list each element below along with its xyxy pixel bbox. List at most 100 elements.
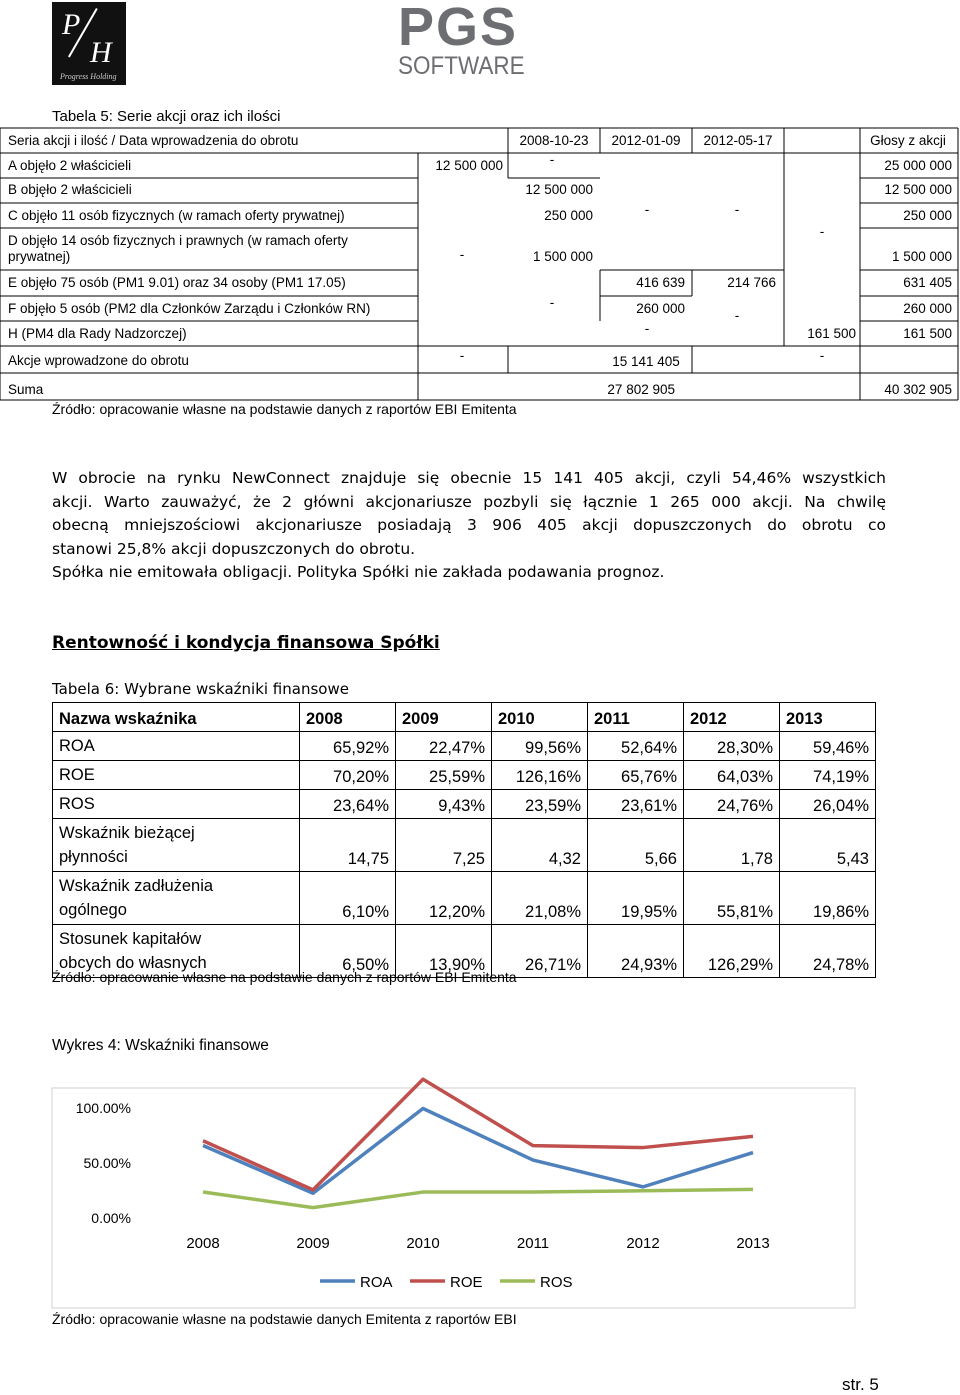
table-cell: 2012-01-09: [611, 133, 681, 148]
x-tick-label: 2012: [626, 1235, 659, 1252]
table-caption: Tabela 6: Wybrane wskaźniki finansowe: [52, 680, 349, 698]
table-caption: Tabela 5: Serie akcji oraz ich ilości: [52, 108, 281, 125]
table-row: ROS 23,64% 9,43% 23,59% 23,61% 24,76% 26,04%: [52, 789, 876, 819]
table-cell: 12 500 000: [525, 182, 593, 197]
logo-letter: P: [62, 8, 81, 41]
table-row: ROE 70,20% 25,59% 126,16% 65,76% 64,03% 74,19%: [52, 760, 876, 790]
paragraph-line: akcji. Warto zauważyć, że 2 główni akcjo…: [52, 492, 886, 511]
table-cell: 23,59%: [491, 789, 588, 819]
table-cell: 161 500: [807, 326, 856, 341]
table-row: Wskaźnik zadłużenia ogólnego 6,10% 12,20% 2…: [52, 871, 876, 925]
table-cell: 5,43: [779, 818, 876, 872]
paragraph-line: obecną mniejszościowi akcjonariusze posi…: [52, 516, 886, 534]
row-name: ROS: [59, 795, 95, 813]
table-cell: -: [819, 224, 825, 239]
table-cell: 214 766: [727, 275, 776, 290]
row-name: ROA: [59, 737, 95, 755]
table-cell: 161 500: [903, 326, 952, 341]
table-cell: -: [459, 247, 465, 262]
table-cell: 25 000 000: [884, 158, 952, 173]
paragraph: W obrocie na rynku NewConnect znajduje s…: [52, 467, 886, 585]
table-cell: 12 500 000: [884, 182, 952, 197]
table-cell: -: [644, 202, 650, 217]
table-row: Stosunek kapitałów obcych do własnych 6,5…: [52, 924, 876, 978]
table-cell: 9,43%: [395, 789, 492, 819]
table-cell: ROA: [52, 731, 300, 761]
table-cell: 13,90%: [395, 924, 492, 978]
logo-name: PGS: [398, 0, 519, 57]
table-cell: D objęło 14 osób fizycznych i prawnych (…: [8, 233, 348, 264]
logo-left: P H Progress Holding: [52, 2, 126, 85]
table-cell: -: [459, 348, 465, 363]
table-row: Wskaźnik bieżącej płynności 14,75 7,25 4,32…: [52, 818, 876, 872]
table-cell: Wskaźnik zadłużenia ogólnego: [52, 871, 300, 925]
table-cell: Akcje wprowadzone do obrotu: [8, 353, 189, 368]
table-row: ROA 65,92% 22,47% 99,56% 52,64% 28,30% 59,46%: [52, 731, 876, 761]
y-tick-label: 50.00%: [84, 1155, 131, 1171]
header-cell: 2011: [587, 702, 684, 732]
table-cell: 99,56%: [491, 731, 588, 761]
table-cell: 250 000: [544, 208, 593, 223]
table-cell: 19,86%: [779, 871, 876, 925]
x-tick-label: 2011: [517, 1235, 549, 1252]
table-cell: -: [734, 202, 740, 217]
table-cell: 14,75: [299, 818, 396, 872]
data-line: [202, 1187, 754, 1210]
legend-label: ROE: [450, 1274, 483, 1291]
chart-title: Wykres 4: Wskaźniki finansowe: [52, 1037, 269, 1054]
table-cell: H (PM4 dla Rady Nadzorczej): [8, 326, 187, 341]
header-cell: 2009: [395, 702, 492, 732]
header-cell: Nazwa wskaźnika: [52, 702, 300, 732]
legend-label: ROA: [360, 1274, 393, 1291]
table-cell: 19,95%: [587, 871, 684, 925]
legend-label: ROS: [540, 1274, 573, 1291]
table-cell: Stosunek kapitałów obcych do własnych: [52, 924, 300, 978]
table-cell: 25,59%: [395, 760, 492, 790]
table-cell: 21,08%: [491, 871, 588, 925]
row-name: ROE: [59, 766, 95, 784]
table-cell: 260 000: [903, 301, 952, 316]
table-cell: 5,66: [587, 818, 684, 872]
table-cell: Seria akcji i ilość / Data wprowadzenia …: [8, 133, 299, 148]
table-cell: 26,04%: [779, 789, 876, 819]
row-name: Wskaźnik bieżącej płynności: [59, 824, 195, 866]
table-cell: 23,64%: [299, 789, 396, 819]
table-cell: 260 000: [636, 301, 685, 316]
table-cell: 6,50%: [299, 924, 396, 978]
data-line: [202, 1077, 754, 1192]
table-cell: 126,16%: [491, 760, 588, 790]
table-cell: 22,47%: [395, 731, 492, 761]
table-cell: 24,76%: [683, 789, 780, 819]
table-cell: 2008-10-23: [519, 133, 589, 148]
source-note: Źródło: opracowanie własne na podstawie …: [52, 969, 517, 985]
table-cell: 70,20%: [299, 760, 396, 790]
table-header: Nazwa wskaźnika 2008 2009 2010 2011 2012 2013: [52, 702, 876, 732]
x-tick-label: 2010: [406, 1235, 439, 1252]
table-cell: Głosy z akcji: [870, 133, 946, 148]
source-note: Źródło: opracowanie własne na podstawie …: [52, 401, 517, 417]
table-cell: -: [819, 348, 825, 363]
table-cell: 1 500 000: [891, 249, 952, 264]
table-cell: 12 500 000: [435, 158, 503, 173]
table-cell: 65,92%: [299, 731, 396, 761]
table-cell: 6,10%: [299, 871, 396, 925]
table-cell: 250 000: [903, 208, 952, 223]
table-cell: ROE: [52, 760, 300, 790]
header-cell: 2012: [683, 702, 780, 732]
header-cell: 2010: [491, 702, 588, 732]
table-cell: 15 141 405: [612, 354, 680, 369]
table-cell: 59,46%: [779, 731, 876, 761]
page-number: str. 5: [842, 1375, 879, 1394]
table-cell: 126,29%: [683, 924, 780, 978]
table-cell: Wskaźnik bieżącej płynności: [52, 818, 300, 872]
table-cell: 27 802 905: [607, 382, 675, 397]
table-cell: 631 405: [903, 275, 952, 290]
table-cell: 65,76%: [587, 760, 684, 790]
logo-sub: SOFTWARE: [398, 52, 525, 80]
paragraph-line: stanowi 25,8% akcji dopuszczonych do obr…: [52, 539, 416, 558]
table-cell: -: [549, 152, 555, 167]
table-cell: B objęło 2 właścicieli: [8, 182, 132, 197]
table-cell: 55,81%: [683, 871, 780, 925]
table-cell: 52,64%: [587, 731, 684, 761]
